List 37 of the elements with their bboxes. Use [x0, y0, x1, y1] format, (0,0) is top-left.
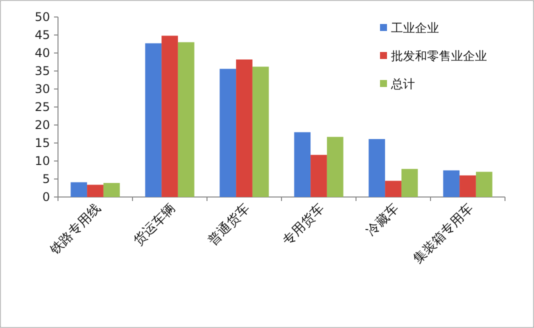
bar: [162, 36, 178, 197]
y-tick-label: 15: [34, 136, 50, 150]
y-tick-label: 35: [34, 64, 50, 78]
x-tick-label: 普通货车: [204, 200, 254, 249]
bar: [145, 43, 162, 197]
x-tick-label: 专用货车: [280, 201, 328, 249]
x-tick-label: 铁路专用线: [46, 201, 104, 258]
bar: [476, 172, 492, 197]
bar: [326, 136, 344, 197]
x-tick-label: 集装箱专用车: [410, 201, 477, 267]
y-tick-label: 0: [42, 190, 50, 204]
y-tick-label: 25: [34, 100, 50, 114]
bar: [460, 175, 476, 197]
bar: [236, 59, 252, 197]
bar: [103, 182, 120, 197]
bar: [401, 168, 418, 197]
legend-label: 工业企业: [391, 21, 439, 35]
y-tick-label: 30: [34, 82, 50, 96]
bar: [220, 68, 236, 197]
bar: [178, 42, 194, 197]
y-tick-label: 40: [34, 46, 50, 60]
x-tick-label: 货运车辆: [131, 201, 179, 249]
y-tick-label: 45: [34, 28, 50, 42]
bar: [443, 170, 460, 197]
bar: [70, 182, 88, 197]
y-tick-label: 20: [34, 118, 50, 132]
bar: [87, 184, 104, 197]
x-tick-label: 冷藏车: [364, 201, 402, 240]
y-tick-label: 10: [34, 154, 50, 168]
legend-label: 总计: [390, 77, 415, 91]
bar: [310, 154, 327, 197]
bar: [385, 180, 402, 197]
y-tick-label: 5: [42, 172, 50, 186]
bar: [294, 132, 311, 197]
bar: [252, 66, 269, 197]
bar: [368, 139, 386, 197]
y-tick-label: 50: [34, 10, 50, 24]
